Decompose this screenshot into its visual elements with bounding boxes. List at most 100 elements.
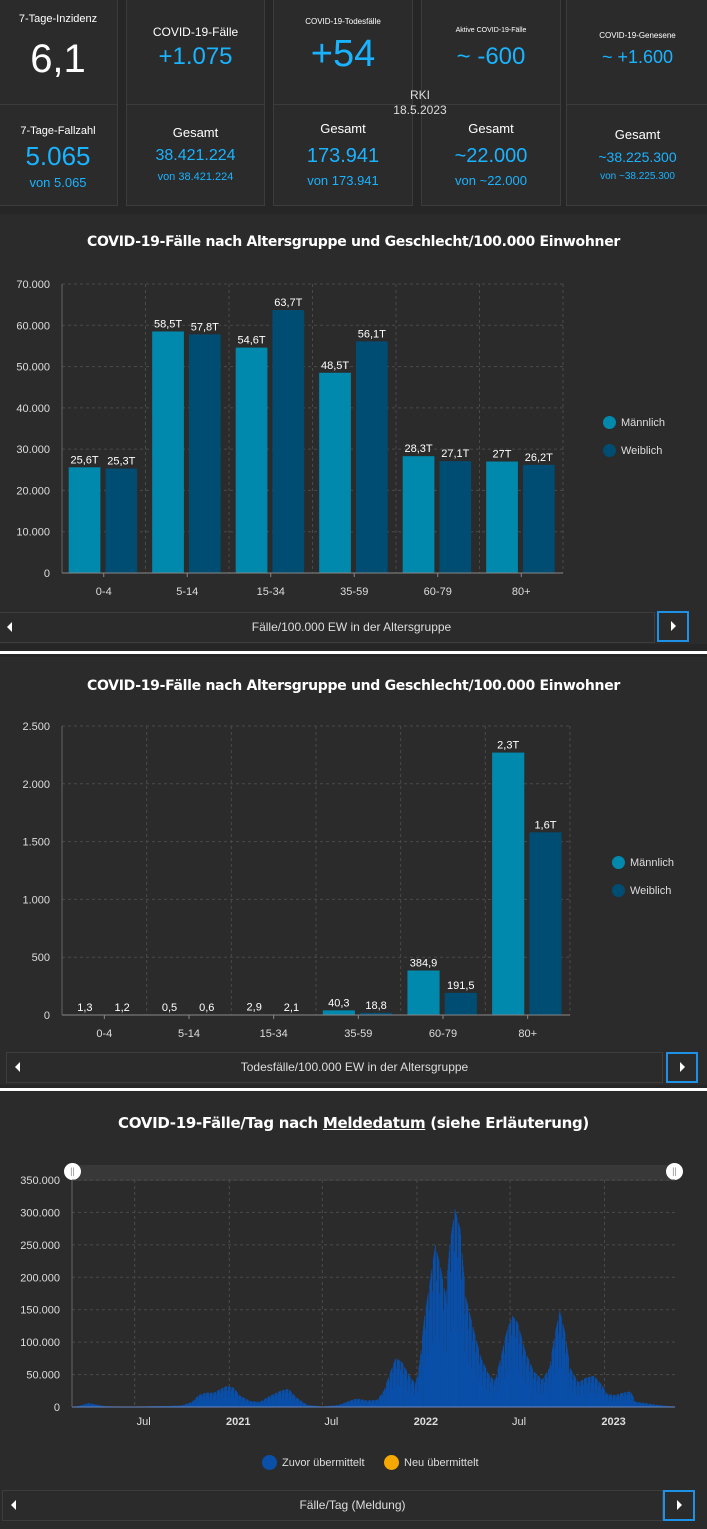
bar-day — [548, 1368, 550, 1407]
legend-item-female[interactable]: Weiblich — [603, 444, 662, 457]
bar-day — [340, 1404, 342, 1407]
bar-day — [607, 1394, 609, 1407]
bar-day — [335, 1405, 337, 1407]
bar-day — [308, 1405, 310, 1407]
legend-label: Männlich — [630, 856, 675, 869]
range-handle-left[interactable]: || — [64, 1163, 81, 1180]
bar-day — [616, 1394, 618, 1407]
bar-day — [253, 1401, 255, 1407]
bar-day — [608, 1396, 610, 1407]
bar-day — [430, 1276, 432, 1407]
legend-item-zuvor[interactable]: Zuvor übermittelt — [262, 1455, 365, 1470]
bar-day — [190, 1404, 192, 1407]
bar-day — [597, 1395, 599, 1407]
bar-day — [598, 1381, 600, 1407]
bar-day — [293, 1394, 294, 1407]
bar-day — [606, 1393, 608, 1407]
bar-männlich — [68, 467, 101, 573]
bar-day — [622, 1400, 624, 1407]
prev-arrow-icon[interactable] — [11, 1500, 16, 1510]
next-button[interactable] — [657, 611, 689, 642]
data-label: 63,7T — [274, 297, 302, 309]
bar-day — [357, 1398, 359, 1407]
bar-day — [217, 1390, 219, 1407]
bar-day — [601, 1389, 603, 1407]
bar-day — [611, 1394, 613, 1407]
bar-day — [336, 1405, 338, 1407]
bar-day — [594, 1377, 596, 1407]
next-button[interactable] — [666, 1052, 698, 1083]
legend-label: Weiblich — [630, 884, 672, 897]
aktive-total-label: Gesamt — [468, 121, 514, 136]
bar-day — [236, 1392, 238, 1407]
bar-day — [279, 1391, 281, 1407]
bar-day — [514, 1318, 515, 1407]
range-slider-track[interactable] — [72, 1165, 675, 1181]
y-tick-label: 0 — [44, 1010, 50, 1022]
bar-day — [390, 1370, 392, 1407]
legend-item-male[interactable]: Männlich — [612, 856, 674, 869]
prev-arrow-icon[interactable] — [15, 1062, 20, 1072]
bar-day — [412, 1381, 414, 1407]
bar-day — [265, 1398, 267, 1407]
bar-day — [522, 1344, 524, 1407]
bar-day — [621, 1393, 623, 1407]
x-tick-label: 0-4 — [96, 1028, 112, 1040]
legend-item-neu[interactable]: Neu übermittelt — [384, 1455, 479, 1470]
bar-day — [336, 1405, 338, 1407]
bar-day — [615, 1401, 617, 1407]
bar-day — [435, 1335, 437, 1407]
prev-arrow-icon[interactable] — [7, 622, 12, 632]
bar-day — [616, 1394, 618, 1407]
bar-day — [428, 1354, 430, 1407]
bar-day — [239, 1395, 240, 1407]
bar-day — [637, 1403, 639, 1407]
bar-day — [617, 1394, 619, 1407]
bar-day — [94, 1404, 96, 1407]
bar-day — [238, 1394, 240, 1407]
bar-day — [434, 1248, 436, 1407]
bar-day — [418, 1364, 420, 1407]
legend-item-female[interactable]: Weiblich — [612, 884, 671, 897]
divider — [0, 1088, 707, 1091]
bar-day — [609, 1394, 611, 1407]
bar-day — [553, 1338, 555, 1407]
bar-day — [388, 1392, 390, 1407]
bar-day — [221, 1388, 223, 1407]
bar-day — [361, 1399, 363, 1407]
bar-day — [228, 1386, 230, 1407]
bar-day — [280, 1390, 282, 1407]
bar-day — [504, 1353, 506, 1407]
inzidenz-label: 7-Tage-Inzidenz — [18, 13, 98, 25]
bar-day — [377, 1399, 379, 1407]
bar-day — [394, 1360, 396, 1407]
bar-day — [414, 1388, 416, 1407]
bar-day — [253, 1401, 255, 1407]
bar-day — [260, 1401, 262, 1407]
genesene-total: ~38.225.300 — [598, 149, 677, 165]
bar-day — [407, 1379, 409, 1407]
bar-day — [196, 1396, 198, 1407]
bar-day — [417, 1377, 419, 1407]
bar-day — [303, 1402, 305, 1407]
bar-day — [511, 1367, 512, 1407]
bar-day — [222, 1387, 224, 1407]
bar-day — [553, 1342, 555, 1407]
bar-day — [429, 1280, 431, 1407]
bar-day — [381, 1395, 383, 1407]
next-button[interactable] — [663, 1490, 695, 1521]
range-handle-right[interactable]: || — [666, 1163, 683, 1180]
bar-day — [225, 1386, 227, 1407]
bar-day — [184, 1404, 186, 1407]
bar-day — [456, 1215, 457, 1407]
bar-day — [488, 1374, 490, 1407]
bar-day — [216, 1394, 218, 1407]
next-arrow-icon — [680, 1062, 685, 1072]
meldedatum-link[interactable]: Meldedatum — [322, 1114, 426, 1132]
bar-day — [506, 1331, 508, 1407]
legend-item-male[interactable]: Männlich — [603, 416, 665, 429]
bar-day — [77, 1405, 79, 1407]
bar-day — [372, 1400, 374, 1407]
bar-day — [352, 1403, 354, 1407]
bar-day — [353, 1399, 355, 1407]
